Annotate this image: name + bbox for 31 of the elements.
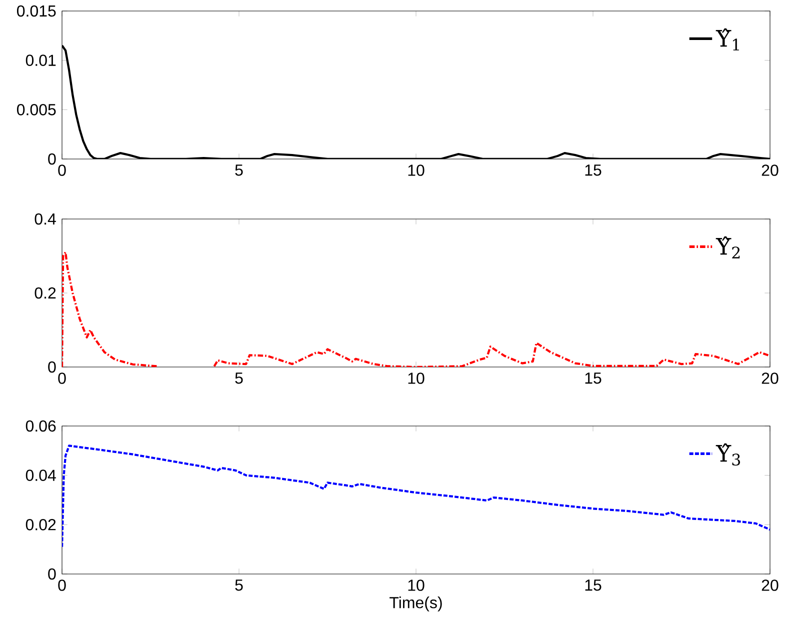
x-tick-label: 5 bbox=[235, 580, 243, 591]
x-tick-label: 10 bbox=[408, 580, 424, 591]
y-tick-label: 0.06 bbox=[26, 420, 56, 432]
y-tick-label: 0 bbox=[48, 153, 56, 165]
x-tick-label: 5 bbox=[235, 372, 243, 384]
legend-label: Υ̂$_{2}$ bbox=[716, 236, 740, 258]
x-tick-label: 0 bbox=[58, 580, 66, 591]
y-tick-label: 0.01 bbox=[26, 54, 56, 66]
x-tick-label: 20 bbox=[762, 372, 778, 384]
x-tick-label: 20 bbox=[762, 580, 778, 591]
y-tick-label: 0 bbox=[48, 361, 56, 373]
y-tick-label: 0.4 bbox=[34, 213, 56, 225]
line-series bbox=[62, 444, 770, 548]
x-tick-label: 15 bbox=[585, 580, 602, 591]
x-tick-label: 10 bbox=[408, 164, 424, 176]
x-tick-label: 10 bbox=[408, 372, 424, 384]
y-tick-label: 0 bbox=[48, 568, 56, 580]
x-tick-label: 0 bbox=[58, 372, 66, 384]
y-tick-label: 0.015 bbox=[17, 5, 56, 17]
x-tick-label: 0 bbox=[58, 164, 66, 176]
x-axis-title: Time(s) bbox=[390, 596, 442, 612]
y-tick-label: 0.04 bbox=[26, 470, 56, 481]
x-tick-label: 15 bbox=[585, 372, 602, 384]
legend-label: Υ̂$_{1}$ bbox=[716, 28, 739, 50]
y-tick-label: 0.2 bbox=[34, 287, 56, 299]
y-tick-label: 0.02 bbox=[26, 519, 56, 530]
y-tick-label: 0.005 bbox=[17, 104, 56, 116]
legend-label: Υ̂$_{3}$ bbox=[716, 443, 740, 466]
x-tick-label: 5 bbox=[235, 164, 243, 176]
x-tick-label: 15 bbox=[585, 164, 602, 176]
x-tick-label: 20 bbox=[762, 164, 778, 176]
